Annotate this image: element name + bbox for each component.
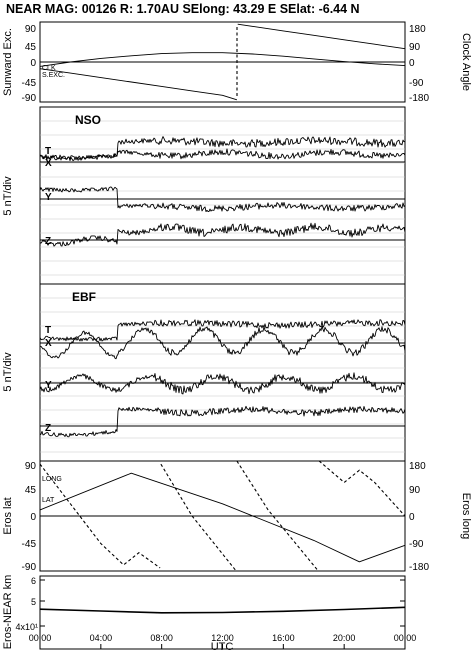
eros-right-ticks: 180 90 0 -90 -180 <box>409 461 429 573</box>
eros-series-lat <box>39 472 406 563</box>
eros-ytick-right: 90 <box>409 485 421 496</box>
orientation-ytick-left: 45 <box>25 42 37 53</box>
eros-ytick-left: 45 <box>25 485 37 496</box>
x-tick-label: 00:00 <box>394 633 417 643</box>
x-tick-label: 04:00 <box>90 633 113 643</box>
eros-ytick-right: 0 <box>409 512 415 523</box>
eros-ytick-right: -90 <box>409 539 424 550</box>
range-ytick: 5 <box>31 597 36 607</box>
ebf-label-z: Z <box>45 423 51 434</box>
nso-label-x: X <box>45 158 52 169</box>
range-series <box>39 606 406 614</box>
orientation-right-ticks: 180 90 0 -90 -180 <box>409 24 429 104</box>
orientation-ytick-left: 90 <box>25 24 37 35</box>
eros-ytick-right: -180 <box>409 562 429 573</box>
orientation-ytick-right: -90 <box>409 78 424 89</box>
ebf-trace-x <box>39 325 406 360</box>
ebf-trace-t <box>39 319 406 342</box>
eros-ylabel-left: Eros lat <box>2 497 14 534</box>
range-ytick: 6 <box>31 576 36 586</box>
orientation-label-sexc: S.EXC. <box>42 72 65 79</box>
eros-series-long <box>39 460 406 572</box>
orientation-ytick-right: -180 <box>409 93 429 104</box>
nso-trace-y <box>39 186 406 213</box>
ebf-label-y: Y <box>45 380 52 391</box>
orientation-label-clk: CLK <box>42 65 56 72</box>
ebf-ylabel: 5 nT/div <box>2 352 14 392</box>
x-tick-label: 12:00 <box>211 633 234 643</box>
ebf-panel: EBF T X Y Z 5 nT/div <box>2 283 406 462</box>
orientation-ytick-right: 0 <box>409 58 415 69</box>
orientation-ytick-left: 0 <box>30 58 36 69</box>
x-axis-label: UTC <box>211 641 234 653</box>
eros-label-lat: LAT <box>42 497 55 504</box>
orientation-panel: 90 45 0 -45 -90 180 90 0 -90 -180 Sunwar… <box>2 21 472 104</box>
nso-ylabel: 5 nT/div <box>2 176 14 216</box>
ebf-label-x: X <box>45 338 52 349</box>
ebf-label-t: T <box>45 325 51 336</box>
ebf-panel-label: EBF <box>72 290 96 304</box>
nso-panel: NSO T X Y Z 5 nT/div <box>2 106 406 285</box>
nso-label-t: T <box>45 146 51 157</box>
range-panel: 6 5 4x10¹ Eros-NEAR km 00:00 04:00 08:00 12… <box>2 575 416 650</box>
range-ytick: 4x10¹ <box>15 622 38 632</box>
orientation-ytick-left: -45 <box>22 78 37 89</box>
eros-ytick-left: 0 <box>30 512 36 523</box>
nso-trace-z <box>39 222 406 247</box>
nso-panel-label: NSO <box>75 113 101 127</box>
x-tick-label: 00:00 <box>29 633 52 643</box>
orientation-ylabel-right: Clock Angle <box>460 33 472 91</box>
eros-ytick-left: 90 <box>25 461 37 472</box>
orientation-ytick-left: -90 <box>22 93 37 104</box>
eros-position-panel: 90 45 0 -45 -90 180 90 0 -90 -180 Eros l… <box>2 460 472 573</box>
eros-ytick-left: -90 <box>22 562 37 573</box>
x-tick-label: 16:00 <box>272 633 295 643</box>
eros-left-ticks: 90 45 0 -45 -90 <box>22 461 37 573</box>
orientation-series-sexc <box>39 52 406 67</box>
x-tick-label: 08:00 <box>150 633 173 643</box>
ebf-trace-y <box>39 372 406 395</box>
eros-ylabel-right: Eros long <box>460 493 472 539</box>
nso-label-z: Z <box>45 236 51 247</box>
nso-trace-t <box>39 136 406 161</box>
orientation-ylabel-left: Sunward Exc. <box>2 28 14 96</box>
orientation-ytick-right: 90 <box>409 42 421 53</box>
nso-trace-x <box>39 148 406 162</box>
figure-title: NEAR MAG: 00126 R: 1.70AU SElong: 43.29 … <box>6 2 360 16</box>
ebf-trace-z <box>39 405 406 438</box>
eros-ytick-left: -45 <box>22 539 37 550</box>
orientation-left-ticks: 90 45 0 -45 -90 <box>22 24 37 104</box>
x-axis-ticks: 00:00 04:00 08:00 12:00 16:00 20:00 00:00 <box>29 633 417 649</box>
nso-label-y: Y <box>45 192 52 203</box>
orientation-series-clk <box>39 23 406 101</box>
x-tick-label: 20:00 <box>333 633 356 643</box>
orientation-ytick-right: 180 <box>409 24 426 35</box>
eros-ytick-right: 180 <box>409 461 426 472</box>
range-ylabel: Eros-NEAR km <box>2 575 14 650</box>
